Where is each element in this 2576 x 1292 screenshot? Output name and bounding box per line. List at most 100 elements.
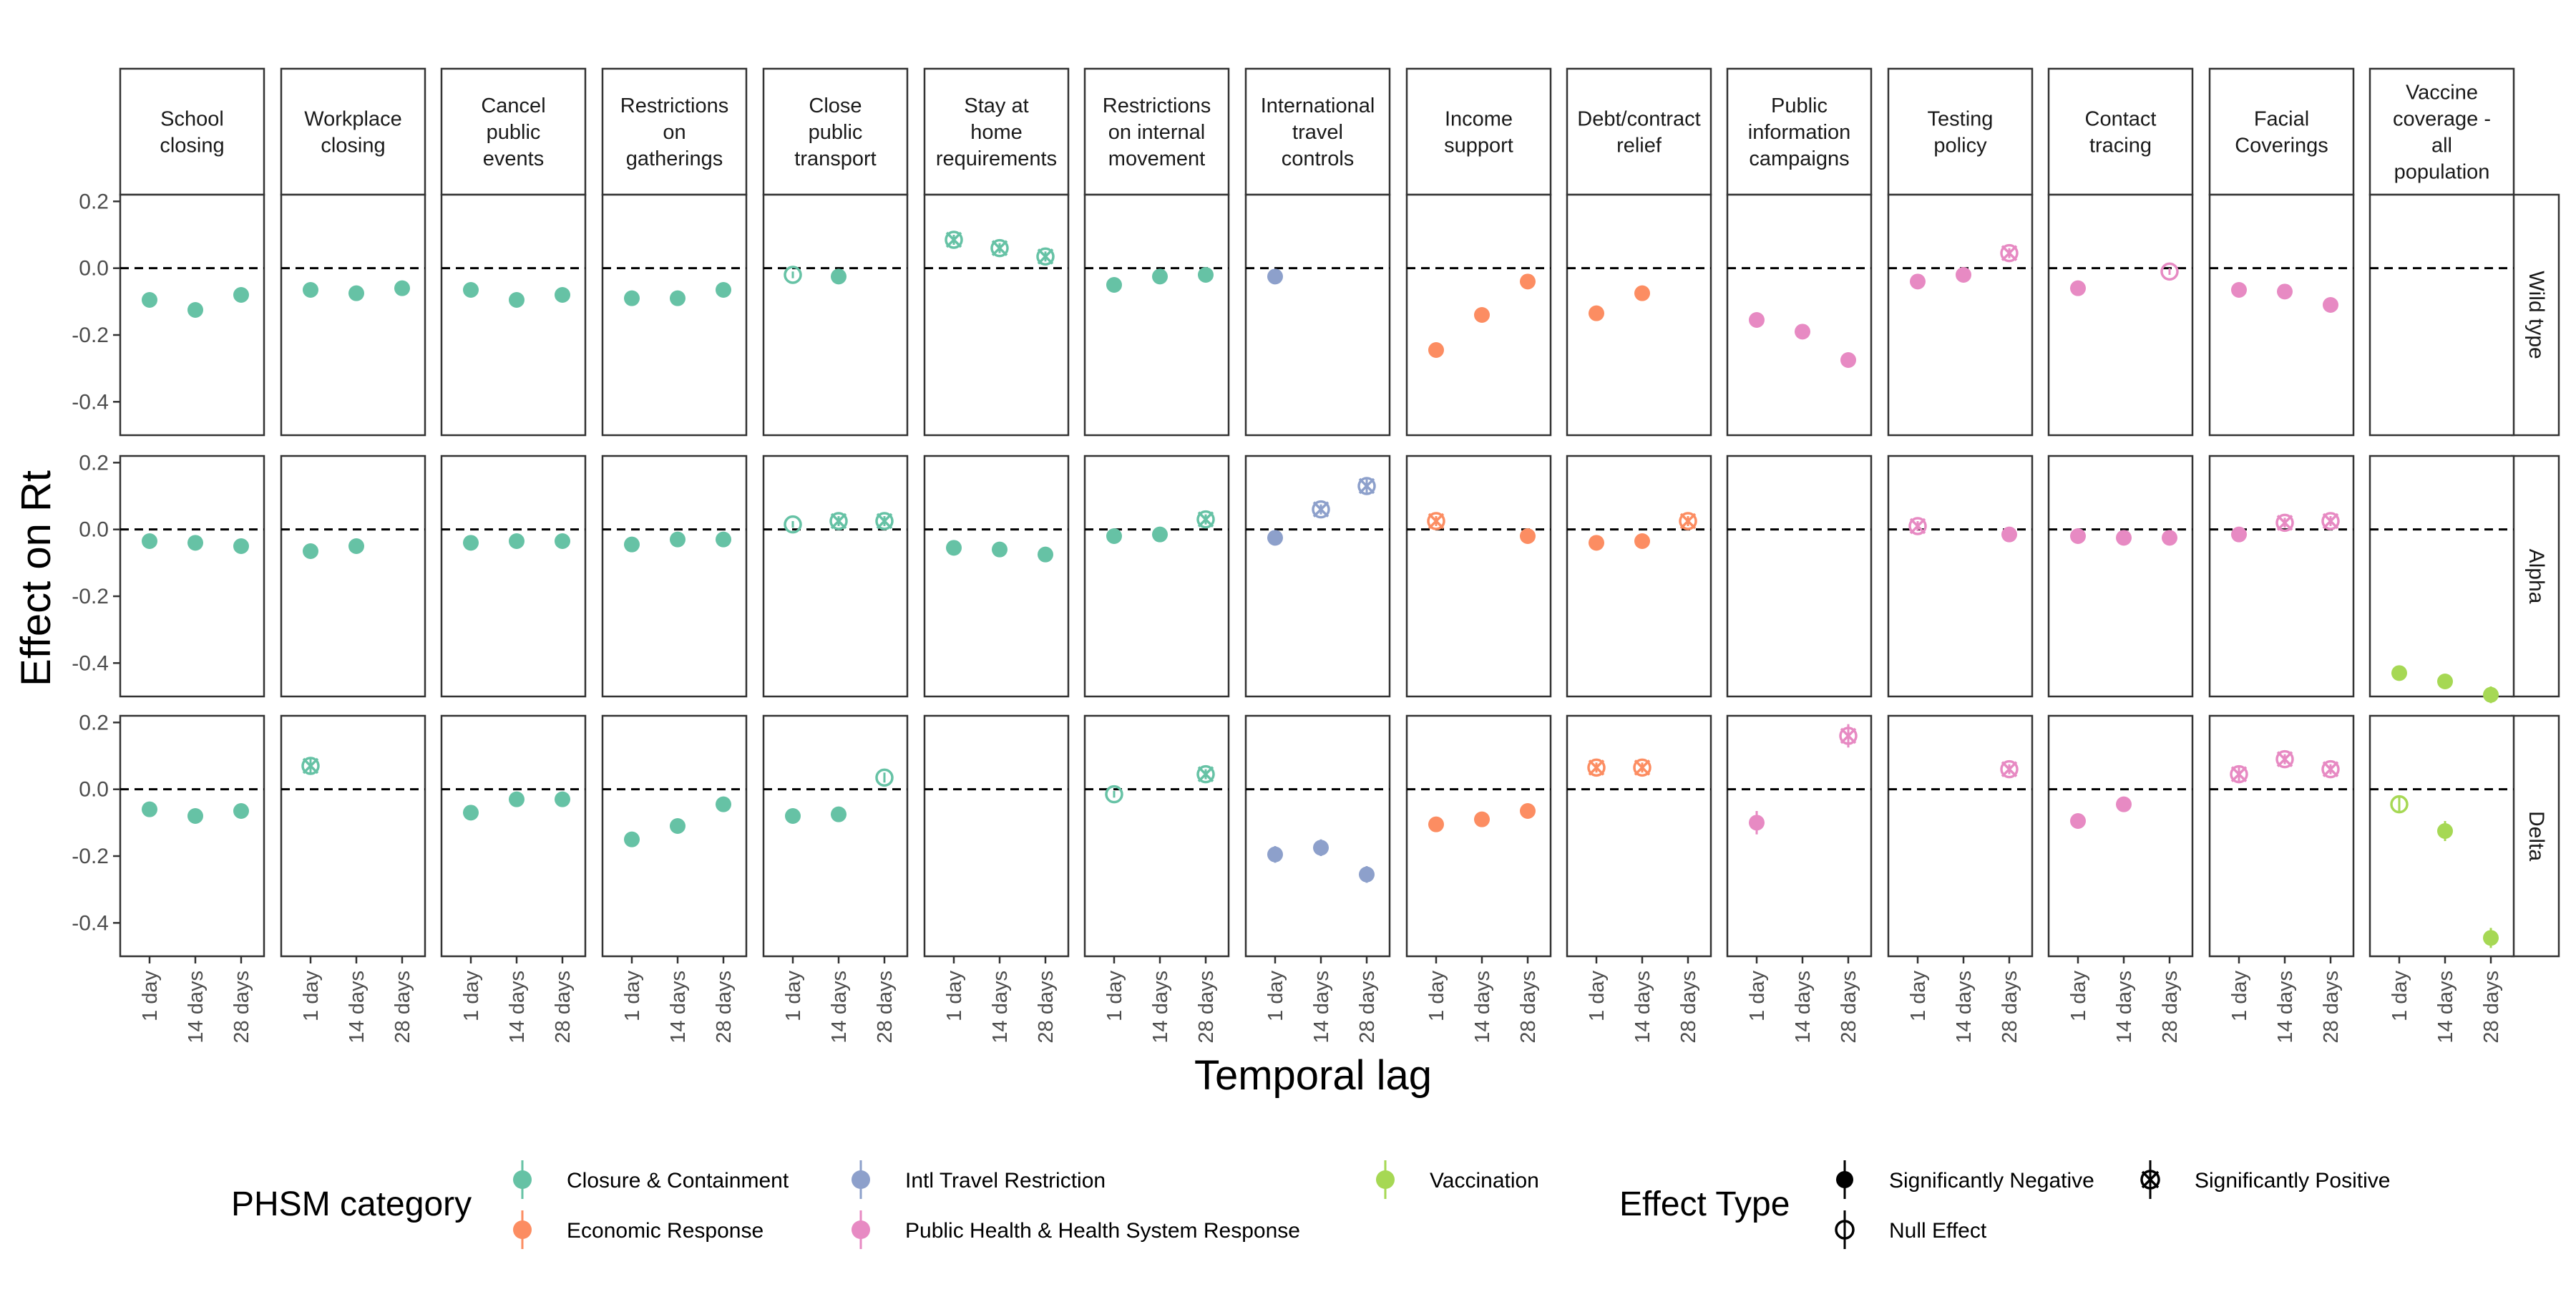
legend-category-title: PHSM category	[231, 1185, 472, 1223]
point-restrictions-on-internal-movement-alpha-3-cross	[1197, 511, 1214, 528]
facet-label-school-closing-2: closing	[160, 135, 224, 157]
facet-label-debt-contract-relief-2: relief	[1616, 135, 1662, 157]
point-restrictions-on-internal-movement-wild-type-1	[1106, 277, 1122, 293]
x-tick-label: 28 days	[230, 971, 253, 1044]
point-income-support-wild-type-3	[1520, 273, 1536, 290]
x-tick-label: 1 day	[2067, 971, 2090, 1021]
point-debt-contract-relief-delta-2-cross	[1634, 759, 1651, 776]
point-testing-policy-delta-3-cross	[2001, 761, 2018, 777]
point-workplace-closing-wild-type-3	[394, 280, 410, 296]
legend-effect-title: Effect Type	[1619, 1185, 1790, 1223]
facet-strip-6	[923, 67, 1070, 196]
point-cancel-public-events-delta-2	[509, 791, 525, 807]
x-tick-label: 14 days	[828, 971, 851, 1044]
panel-frame	[762, 193, 909, 437]
facet-label-restrictions-on-gatherings-1: Restrictions	[620, 94, 729, 117]
panel-frame	[1887, 193, 2034, 437]
point-facial-coverings-wild-type-2	[2277, 283, 2293, 300]
legend-label-public-health-health-system-response: Public Health & Health System Response	[905, 1219, 1300, 1243]
facet-label-cancel-public-events-2: public	[487, 121, 541, 144]
facet-strip-2	[280, 67, 426, 196]
point-close-public-transport-wild-type-2	[831, 268, 847, 285]
point-school-closing-delta-3	[233, 803, 249, 819]
panel-frame	[1244, 714, 1391, 958]
point-international-travel-controls-delta-3	[1359, 866, 1375, 883]
point-public-information-campaigns-wild-type-2	[1795, 324, 1810, 340]
facet-strip-1	[119, 67, 265, 196]
x-tick-label: 14 days	[2113, 971, 2136, 1044]
x-tick-label: 1 day	[1103, 971, 1126, 1021]
facet-label-close-public-transport-3: transport	[794, 147, 876, 170]
facet-label-cancel-public-events-1: Cancel	[481, 94, 545, 117]
x-tick-label: 1 day	[782, 971, 805, 1021]
panel-frame	[2047, 455, 2194, 698]
point-workplace-closing-wild-type-2	[348, 285, 364, 301]
point-testing-policy-wild-type-3-cross	[2001, 245, 2018, 261]
panel-frame	[1887, 455, 2034, 698]
x-tick-label: 14 days	[1631, 971, 1654, 1044]
point-debt-contract-relief-delta-1-cross	[1588, 759, 1605, 776]
panel-frame	[280, 714, 426, 958]
point-restrictions-on-gatherings-delta-2	[670, 818, 686, 834]
x-tick-label: 14 days	[989, 971, 1012, 1044]
facet-label-restrictions-on-gatherings-2: on	[663, 121, 686, 144]
facet-label-income-support-2: support	[1444, 135, 1513, 157]
point-cancel-public-events-delta-3	[555, 791, 570, 807]
legend-effect-label-significantly-negative: Significantly Negative	[1889, 1169, 2094, 1193]
y-axis-title: Effect on Rt	[13, 470, 59, 686]
point-testing-policy-alpha-1	[1908, 517, 1927, 535]
point-facial-coverings-delta-1	[2230, 764, 2248, 784]
point-school-closing-delta-2	[187, 808, 203, 824]
panel-frame	[1083, 714, 1230, 958]
x-tick-label: 14 days	[1471, 971, 1494, 1044]
panel-frame	[2208, 455, 2355, 698]
point-workplace-closing-alpha-2	[348, 538, 364, 554]
point-restrictions-on-internal-movement-wild-type-3	[1198, 267, 1214, 283]
facet-label-stay-at-home-requirements-2: home	[970, 121, 1023, 144]
point-international-travel-controls-alpha-3	[1357, 477, 1376, 495]
legend-effect-key-significantly-positive	[2140, 1170, 2160, 1190]
facet-label-debt-contract-relief-1: Debt/contract	[1577, 108, 1700, 131]
x-tick-label: 1 day	[2389, 971, 2411, 1021]
facet-label-international-travel-controls-1: International	[1261, 94, 1375, 117]
point-workplace-closing-delta-1-cross	[302, 757, 319, 774]
x-tick-label: 1 day	[460, 971, 483, 1021]
y-tick-label: 0.0	[79, 257, 109, 281]
facet-label-public-information-campaigns-2: information	[1748, 121, 1850, 144]
point-debt-contract-relief-delta-2	[1633, 758, 1652, 777]
row-label-delta: Delta	[2524, 811, 2548, 861]
x-tick-label: 14 days	[1953, 971, 1976, 1044]
legend-key-intl-travel-restriction	[852, 1170, 870, 1189]
y-tick-label: -0.4	[72, 390, 109, 414]
x-tick-label: 14 days	[346, 971, 369, 1044]
facet-label-international-travel-controls-2: travel	[1292, 121, 1343, 144]
point-cancel-public-events-alpha-3	[555, 533, 570, 549]
facet-label-testing-policy-2: policy	[1933, 135, 1987, 157]
point-international-travel-controls-delta-2	[1313, 840, 1329, 856]
panel-frame	[1405, 714, 1552, 958]
point-cancel-public-events-delta-1	[463, 805, 479, 821]
x-tick-label: 14 days	[185, 971, 208, 1044]
facet-label-workplace-closing-1: Workplace	[304, 108, 401, 131]
x-tick-label: 28 days	[2320, 971, 2343, 1044]
panel-frame	[1566, 714, 1712, 958]
row-strip-alpha	[2510, 455, 2560, 698]
facet-label-contact-tracing-2: tracing	[2089, 135, 2152, 157]
x-tick-label: 28 days	[874, 971, 897, 1044]
point-stay-at-home-requirements-wild-type-2-cross	[991, 240, 1008, 256]
panel-frame	[601, 455, 748, 698]
point-school-closing-wild-type-2	[187, 302, 203, 318]
point-stay-at-home-requirements-wild-type-1	[945, 230, 963, 249]
point-school-closing-wild-type-1	[142, 292, 157, 308]
facet-label-school-closing-1: School	[160, 108, 224, 131]
facet-label-restrictions-on-gatherings-3: gatherings	[626, 147, 723, 170]
facet-strip-4	[601, 67, 748, 196]
panel-frame	[601, 193, 748, 437]
point-income-support-delta-3	[1520, 803, 1536, 819]
row-label-alpha: Alpha	[2524, 549, 2548, 604]
point-debt-contract-relief-alpha-3-cross	[1679, 513, 1697, 530]
point-international-travel-controls-alpha-1	[1267, 530, 1283, 546]
x-tick-label: 28 days	[2480, 971, 2503, 1044]
point-testing-policy-alpha-1-cross	[1909, 518, 1926, 535]
legend-effect-key-null-effect	[1835, 1220, 1855, 1240]
